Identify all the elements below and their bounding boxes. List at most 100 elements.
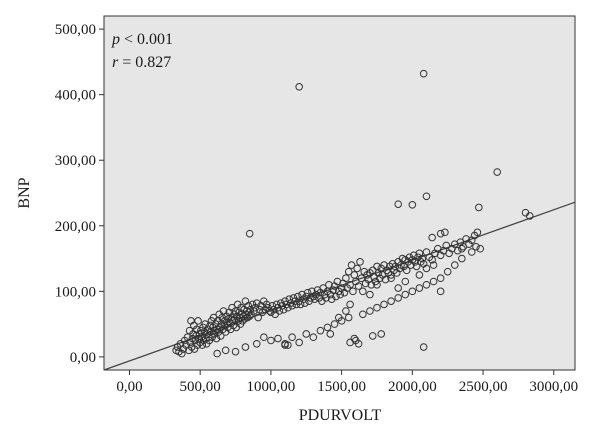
- x-tick-label: 1000,00: [247, 379, 296, 395]
- fit-line: [103, 201, 576, 371]
- r-symbol: r: [112, 54, 119, 71]
- data-point: [453, 246, 462, 255]
- data-point: [295, 338, 303, 347]
- data-point: [408, 201, 417, 209]
- data-point: [327, 295, 336, 304]
- data-point: [443, 267, 452, 276]
- data-point: [381, 275, 390, 284]
- data-point: [213, 349, 221, 358]
- data-point: [401, 277, 410, 286]
- data-point: [252, 299, 261, 307]
- data-point: [254, 313, 262, 322]
- data-point: [354, 282, 363, 290]
- x-tick-label: 2000,00: [388, 379, 437, 395]
- data-point: [394, 200, 402, 208]
- data-point: [231, 347, 240, 356]
- y-tick-label: 400,00: [55, 88, 96, 104]
- x-axis-label: PDURVOLT: [299, 407, 382, 424]
- r-value-annotation: r = 0.827: [112, 54, 171, 71]
- data-point: [344, 267, 353, 276]
- data-point: [252, 339, 261, 348]
- data-point: [198, 341, 207, 349]
- data-point: [334, 313, 343, 322]
- data-point: [368, 332, 377, 340]
- data-point: [422, 280, 431, 289]
- data-point: [476, 244, 485, 253]
- data-point: [370, 273, 378, 281]
- data-point: [377, 330, 386, 338]
- data-point: [387, 297, 395, 305]
- data-point: [419, 343, 428, 351]
- data-point: [194, 317, 202, 325]
- y-tick-label: 300,00: [55, 153, 96, 169]
- data-point: [288, 333, 296, 342]
- y-tick-label: 500,00: [55, 22, 96, 38]
- data-point: [436, 287, 445, 296]
- y-tick-label: 0,00: [70, 350, 96, 366]
- data-point: [428, 233, 436, 242]
- data-point: [267, 336, 275, 345]
- data-point: [295, 83, 303, 91]
- data-point: [177, 349, 186, 358]
- data-point: [475, 203, 483, 212]
- data-point: [359, 310, 367, 319]
- data-points: [172, 69, 534, 358]
- data-point: [473, 228, 482, 237]
- data-point: [347, 261, 356, 269]
- data-point: [216, 332, 225, 340]
- plot-area: [103, 15, 576, 371]
- data-point: [284, 341, 292, 349]
- data-point: [493, 168, 502, 176]
- data-point: [366, 307, 374, 315]
- data-point: [309, 333, 318, 342]
- data-point: [354, 339, 363, 348]
- data-point: [302, 330, 311, 338]
- data-point: [412, 262, 421, 271]
- data-point: [316, 326, 325, 335]
- data-point: [422, 192, 431, 201]
- p-value-text: < 0.001: [120, 31, 173, 48]
- data-point: [380, 300, 388, 309]
- data-point: [326, 330, 335, 338]
- data-point: [408, 287, 417, 296]
- data-point: [344, 313, 353, 322]
- data-point: [428, 256, 436, 264]
- data-point: [342, 274, 350, 283]
- x-tick-label: 0,00: [116, 379, 142, 395]
- x-tick-label: 3000,00: [529, 379, 578, 395]
- data-point: [221, 346, 230, 355]
- data-point: [241, 343, 250, 351]
- y-tick-label: 100,00: [55, 284, 96, 300]
- data-point: [329, 286, 337, 294]
- x-axis: 0,00 500,00 1000,00 1500,00 2000,00 2500,00 30…: [116, 370, 578, 395]
- data-point: [342, 307, 350, 315]
- data-point: [359, 287, 367, 296]
- data-point: [450, 261, 459, 269]
- p-symbol: p: [111, 31, 120, 48]
- data-point: [325, 280, 333, 289]
- data-point: [350, 334, 359, 343]
- data-point: [419, 69, 428, 78]
- x-tick-label: 1500,00: [317, 379, 366, 395]
- data-point: [330, 320, 339, 328]
- data-point: [415, 284, 424, 292]
- data-point: [442, 241, 451, 250]
- data-point: [274, 334, 282, 343]
- data-point: [429, 261, 438, 269]
- data-point: [346, 280, 354, 289]
- data-point: [356, 258, 364, 266]
- data-point: [260, 333, 268, 342]
- data-point: [349, 287, 357, 296]
- data-point: [310, 295, 319, 304]
- data-point: [387, 274, 395, 283]
- data-point: [401, 290, 410, 299]
- data-point: [246, 305, 255, 314]
- y-axis: 0,00 100,00 200,00 300,00 400,00 500,00: [55, 22, 104, 366]
- x-tick-label: 2500,00: [459, 379, 508, 395]
- data-point: [186, 338, 195, 347]
- data-point: [204, 333, 213, 342]
- p-value-annotation: p < 0.001: [111, 31, 173, 48]
- data-point: [436, 274, 445, 283]
- data-point: [394, 294, 402, 302]
- data-point: [366, 290, 374, 299]
